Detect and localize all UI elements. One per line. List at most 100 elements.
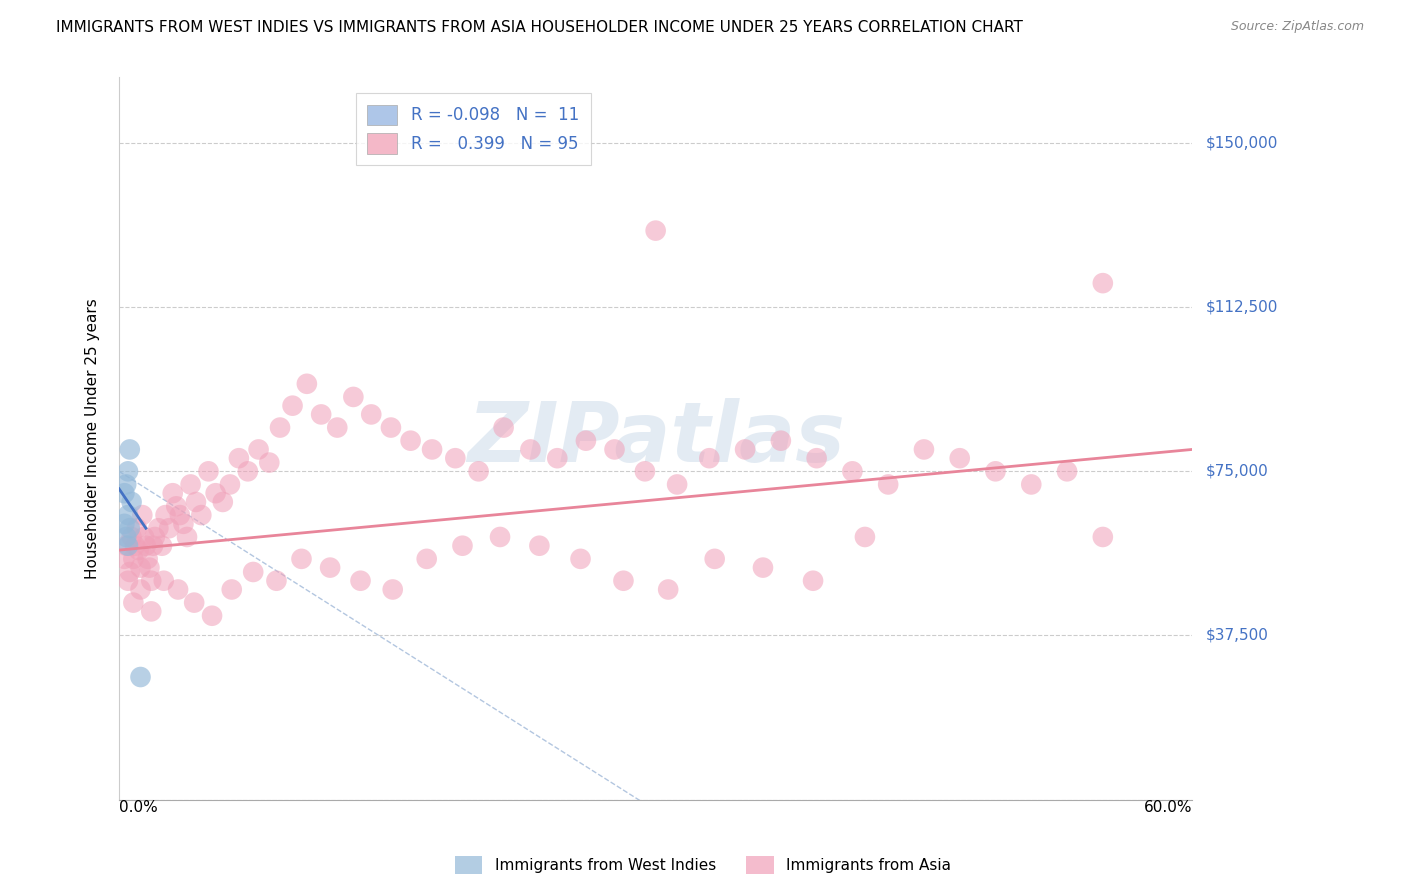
- Point: [121, 530, 143, 544]
- Point: [112, 552, 135, 566]
- Point: [184, 495, 207, 509]
- Point: [176, 530, 198, 544]
- Point: [148, 521, 170, 535]
- Point: [734, 442, 756, 457]
- Point: [204, 486, 226, 500]
- Point: [806, 451, 828, 466]
- Point: [644, 224, 666, 238]
- Point: [136, 552, 159, 566]
- Point: [546, 451, 568, 466]
- Point: [152, 574, 174, 588]
- Point: [657, 582, 679, 597]
- Point: [949, 451, 972, 466]
- Point: [877, 477, 900, 491]
- Point: [420, 442, 443, 457]
- Point: [634, 464, 657, 478]
- Point: [326, 420, 349, 434]
- Point: [259, 456, 281, 470]
- Point: [124, 539, 146, 553]
- Text: 60.0%: 60.0%: [1143, 799, 1192, 814]
- Point: [612, 574, 634, 588]
- Point: [180, 477, 202, 491]
- Legend: Immigrants from West Indies, Immigrants from Asia: Immigrants from West Indies, Immigrants …: [449, 850, 957, 880]
- Point: [143, 530, 166, 544]
- Point: [138, 560, 160, 574]
- Point: [118, 521, 141, 535]
- Point: [129, 582, 152, 597]
- Point: [162, 486, 184, 500]
- Point: [128, 543, 150, 558]
- Point: [281, 399, 304, 413]
- Point: [190, 508, 212, 522]
- Point: [269, 420, 291, 434]
- Point: [415, 552, 437, 566]
- Point: [117, 508, 139, 522]
- Point: [381, 582, 404, 597]
- Point: [380, 420, 402, 434]
- Point: [529, 539, 551, 553]
- Point: [150, 539, 173, 553]
- Text: 0.0%: 0.0%: [120, 799, 157, 814]
- Point: [125, 521, 148, 535]
- Point: [569, 552, 592, 566]
- Text: IMMIGRANTS FROM WEST INDIES VS IMMIGRANTS FROM ASIA HOUSEHOLDER INCOME UNDER 25 : IMMIGRANTS FROM WEST INDIES VS IMMIGRANT…: [56, 20, 1024, 35]
- Text: $112,500: $112,500: [1206, 300, 1278, 315]
- Point: [118, 565, 141, 579]
- Point: [141, 574, 163, 588]
- Point: [129, 670, 152, 684]
- Point: [1091, 276, 1114, 290]
- Point: [349, 574, 371, 588]
- Point: [769, 434, 792, 448]
- Point: [266, 574, 288, 588]
- Point: [912, 442, 935, 457]
- Point: [853, 530, 876, 544]
- Point: [247, 442, 270, 457]
- Point: [467, 464, 489, 478]
- Text: $150,000: $150,000: [1206, 136, 1278, 151]
- Point: [228, 451, 250, 466]
- Point: [236, 464, 259, 478]
- Point: [444, 451, 467, 466]
- Point: [319, 560, 342, 574]
- Legend: R = -0.098   N =  11, R =   0.399   N = 95: R = -0.098 N = 11, R = 0.399 N = 95: [356, 93, 591, 165]
- Point: [801, 574, 824, 588]
- Point: [167, 582, 190, 597]
- Point: [117, 574, 139, 588]
- Point: [172, 516, 194, 531]
- Point: [122, 552, 145, 566]
- Text: Source: ZipAtlas.com: Source: ZipAtlas.com: [1230, 20, 1364, 33]
- Point: [157, 521, 180, 535]
- Point: [131, 508, 153, 522]
- Point: [141, 604, 163, 618]
- Point: [1019, 477, 1042, 491]
- Point: [112, 516, 135, 531]
- Y-axis label: Householder Income Under 25 years: Householder Income Under 25 years: [86, 298, 100, 579]
- Point: [575, 434, 598, 448]
- Point: [117, 539, 139, 553]
- Point: [135, 539, 157, 553]
- Point: [492, 420, 515, 434]
- Point: [841, 464, 863, 478]
- Point: [155, 508, 177, 522]
- Point: [129, 560, 152, 574]
- Point: [1091, 530, 1114, 544]
- Point: [697, 451, 720, 466]
- Point: [122, 596, 145, 610]
- Point: [984, 464, 1007, 478]
- Text: $37,500: $37,500: [1206, 628, 1270, 643]
- Point: [603, 442, 626, 457]
- Point: [295, 376, 318, 391]
- Point: [519, 442, 541, 457]
- Point: [117, 464, 139, 478]
- Point: [221, 582, 243, 597]
- Point: [703, 552, 725, 566]
- Point: [489, 530, 512, 544]
- Point: [115, 477, 138, 491]
- Point: [1056, 464, 1078, 478]
- Point: [399, 434, 422, 448]
- Point: [309, 408, 332, 422]
- Point: [118, 442, 141, 457]
- Point: [451, 539, 474, 553]
- Point: [666, 477, 689, 491]
- Point: [211, 495, 233, 509]
